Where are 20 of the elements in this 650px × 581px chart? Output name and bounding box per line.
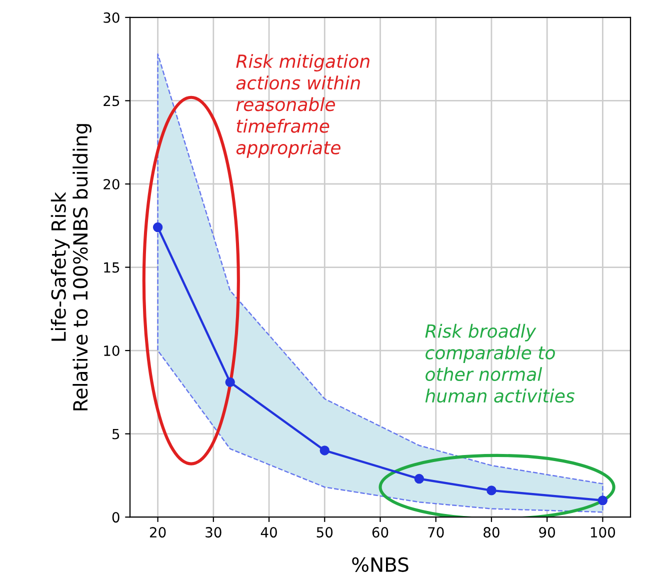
y-tick-label: 30 bbox=[104, 12, 120, 23]
x-tick-label: 50 bbox=[316, 527, 333, 538]
x-tick-label: 100 bbox=[590, 527, 616, 538]
annotation: Risk broadly comparable to other normal human activities bbox=[425, 324, 574, 403]
x-axis-title: %NBS bbox=[352, 557, 408, 572]
y-axis-title: Life-Safety Risk Relative to 100%NBS building bbox=[50, 124, 92, 410]
x-tick-label: 90 bbox=[539, 527, 555, 538]
x-tick-label: 40 bbox=[260, 527, 277, 538]
annotation: Risk mitigation actions within reasonable timeframe appropriate bbox=[236, 54, 370, 158]
x-tick-label: 30 bbox=[206, 527, 222, 538]
x-tick-label: 70 bbox=[428, 527, 444, 538]
y-tick-label: 15 bbox=[104, 262, 120, 273]
y-tick-label: 0 bbox=[112, 512, 120, 523]
y-tick-label: 20 bbox=[104, 178, 120, 190]
y-tick-label: 5 bbox=[112, 428, 120, 440]
x-tick-label: 60 bbox=[372, 527, 388, 538]
x-tick-label: 80 bbox=[484, 527, 500, 538]
y-tick-label: 10 bbox=[104, 346, 120, 356]
x-tick-label: 20 bbox=[150, 527, 166, 538]
y-tick-label: 25 bbox=[104, 96, 120, 106]
